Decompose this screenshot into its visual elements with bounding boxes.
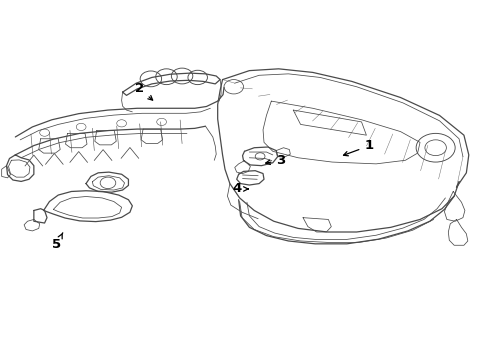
Text: 1: 1 [343,139,373,156]
Text: 3: 3 [265,154,285,167]
Text: 4: 4 [232,183,247,195]
Text: 5: 5 [52,233,62,251]
Text: 2: 2 [135,82,152,100]
